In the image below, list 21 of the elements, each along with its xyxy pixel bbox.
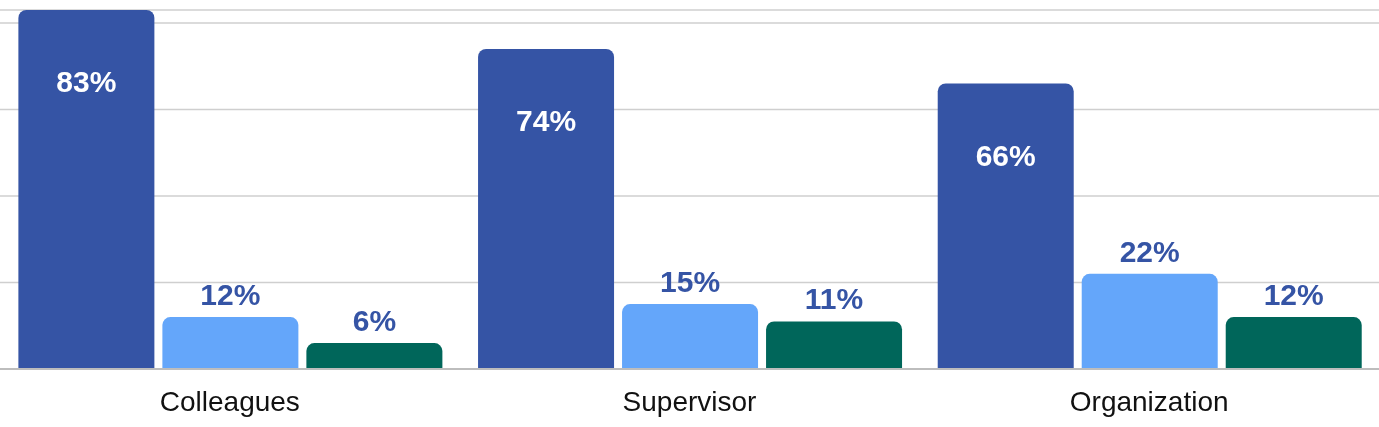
bar [622, 304, 759, 369]
bar [766, 321, 903, 369]
x-tick-label: Organization [1069, 385, 1229, 417]
bar [18, 10, 155, 369]
data-label: 12% [200, 278, 261, 312]
data-label: 22% [1119, 234, 1180, 268]
bar [162, 317, 299, 369]
bar [937, 83, 1074, 369]
data-label: 6% [352, 304, 397, 338]
x-tick-label: Supervisor [622, 385, 757, 417]
bar [306, 343, 443, 369]
data-label: 12% [1263, 278, 1324, 312]
data-label: 15% [660, 265, 721, 299]
bar [1225, 317, 1362, 369]
x-tick-label: Colleagues [159, 385, 300, 417]
bar [1081, 273, 1218, 369]
data-label: 83% [56, 65, 117, 98]
bar [478, 48, 615, 369]
data-label: 66% [975, 138, 1036, 172]
data-label: 74% [516, 103, 577, 137]
data-label: 11% [804, 282, 864, 316]
